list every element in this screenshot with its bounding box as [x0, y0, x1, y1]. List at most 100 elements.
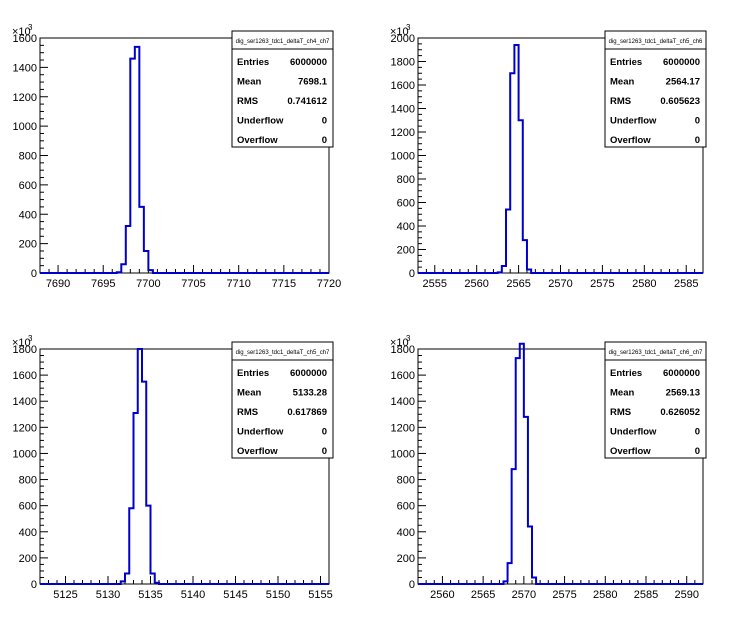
histogram-bin — [155, 583, 159, 584]
y-exponent-power: 3 — [28, 334, 33, 343]
stats-label: Mean — [237, 77, 261, 88]
y-tick-label: 1400 — [391, 396, 415, 408]
x-tick-label: 5135 — [138, 589, 162, 601]
stats-label: Overflow — [237, 135, 278, 146]
x-tick-label: 5145 — [223, 589, 247, 601]
y-tick-label: 200 — [397, 245, 415, 257]
histogram-bin — [129, 508, 133, 584]
stats-value: 0.605623 — [660, 96, 700, 107]
histogram-bin — [121, 581, 125, 584]
y-tick-label: 400 — [397, 527, 415, 539]
histogram-panel-1: 7690 7695 7700 7705 7710 7715 7720 0 200 400 600 80… — [12, 23, 341, 290]
x-tick-label: 5140 — [181, 589, 205, 601]
stats-value: 0.741612 — [287, 96, 327, 107]
y-tick-label: 400 — [397, 221, 415, 233]
y-tick-label: 600 — [19, 180, 37, 192]
x-tick-label: 2555 — [423, 278, 447, 290]
y-tick-label: 1400 — [391, 104, 415, 116]
y-tick-label: 1600 — [391, 370, 415, 382]
stats-value: 2569.13 — [666, 388, 700, 399]
histogram-bin — [508, 563, 512, 584]
y-exponent-power: 3 — [28, 23, 33, 32]
stats-label: Underflow — [610, 116, 657, 127]
stats-title: dig_ser1263_tdc1_deltaT_ch4_ch7 — [236, 39, 330, 45]
histogram-bin — [121, 264, 126, 273]
x-tick-label: 7695 — [91, 278, 115, 290]
histogram-bin — [138, 349, 142, 584]
x-tick-label: 2585 — [634, 589, 658, 601]
stats-value: 0 — [695, 116, 700, 127]
histogram-bin — [117, 272, 122, 273]
y-tick-label: 1000 — [391, 151, 415, 163]
histogram-bin — [502, 266, 506, 273]
histogram-bin — [514, 45, 518, 273]
x-tick-label: 5130 — [96, 589, 120, 601]
x-tick-label: 5125 — [53, 589, 77, 601]
y-tick-label: 1400 — [13, 396, 37, 408]
stats-value: 7698.1 — [298, 77, 328, 88]
x-tick-label: 2560 — [464, 278, 488, 290]
y-tick-label: 200 — [19, 553, 37, 565]
histogram-bin — [125, 574, 129, 584]
histogram-bin — [139, 207, 144, 273]
histogram-bin — [498, 272, 502, 273]
y-tick-label: 800 — [19, 151, 37, 163]
stats-value: 0 — [322, 446, 327, 457]
x-tick-label: 2590 — [674, 589, 698, 601]
y-tick-label: 1200 — [391, 422, 415, 434]
y-tick-label: 0 — [409, 579, 415, 591]
histogram-panel-3: 5125 5130 5135 5140 5145 5150 5155 0 200 400 600 80… — [12, 334, 333, 601]
stats-label: Entries — [237, 368, 269, 379]
stats-box — [232, 342, 333, 458]
stats-value: 0.626052 — [660, 407, 700, 418]
stats-box — [232, 31, 333, 147]
stats-label: Underflow — [237, 116, 284, 127]
stats-value: 0 — [695, 446, 700, 457]
x-tick-label: 7690 — [46, 278, 70, 290]
x-tick-label: 2560 — [430, 589, 454, 601]
stats-title: dig_ser1263_tdc1_deltaT_ch5_ch6 — [609, 39, 703, 45]
x-tick-label: 7710 — [226, 278, 250, 290]
stats-label: RMS — [610, 407, 631, 418]
histogram-bin — [506, 210, 510, 273]
x-tick-label: 5150 — [266, 589, 290, 601]
y-tick-label: 1400 — [13, 62, 37, 74]
histogram-bin — [504, 581, 508, 584]
histogram-bin — [527, 269, 531, 273]
histogram-bin — [144, 251, 149, 273]
stats-value: 6000000 — [663, 368, 700, 379]
x-tick-label: 7715 — [272, 278, 296, 290]
x-tick-label: 2575 — [590, 278, 614, 290]
stats-label: Underflow — [237, 427, 284, 438]
stats-label: RMS — [237, 407, 258, 418]
x-tick-label: 2565 — [506, 278, 530, 290]
histogram-panel-4: 2560 2565 2570 2575 2580 2585 2590020040060080… — [390, 334, 706, 601]
histogram-bin — [528, 527, 532, 584]
stats-value: 5133.28 — [293, 388, 327, 399]
stats-label: Mean — [610, 77, 634, 88]
x-tick-label: 7720 — [317, 278, 341, 290]
stats-value: 6000000 — [290, 57, 327, 68]
stats-value: 0.617869 — [287, 407, 327, 418]
y-tick-label: 400 — [19, 527, 37, 539]
stats-label: Entries — [237, 57, 269, 68]
histogram-bin — [146, 506, 150, 584]
histogram-bin — [520, 344, 524, 584]
y-tick-label: 0 — [31, 579, 37, 591]
stats-value: 0 — [695, 427, 700, 438]
x-tick-label: 5155 — [308, 589, 332, 601]
y-tick-label: 1200 — [391, 127, 415, 139]
stats-label: Overflow — [610, 446, 651, 457]
stats-label: Underflow — [610, 427, 657, 438]
stats-label: Overflow — [237, 446, 278, 457]
x-tick-label: 2580 — [632, 278, 656, 290]
histogram-bin — [142, 382, 146, 584]
stats-label: Mean — [610, 388, 634, 399]
y-tick-label: 1000 — [391, 448, 415, 460]
histogram-bin — [516, 358, 520, 584]
histogram-bin — [151, 574, 155, 584]
stats-label: Entries — [610, 57, 642, 68]
y-tick-label: 1200 — [13, 92, 37, 104]
stats-value: 0 — [322, 427, 327, 438]
